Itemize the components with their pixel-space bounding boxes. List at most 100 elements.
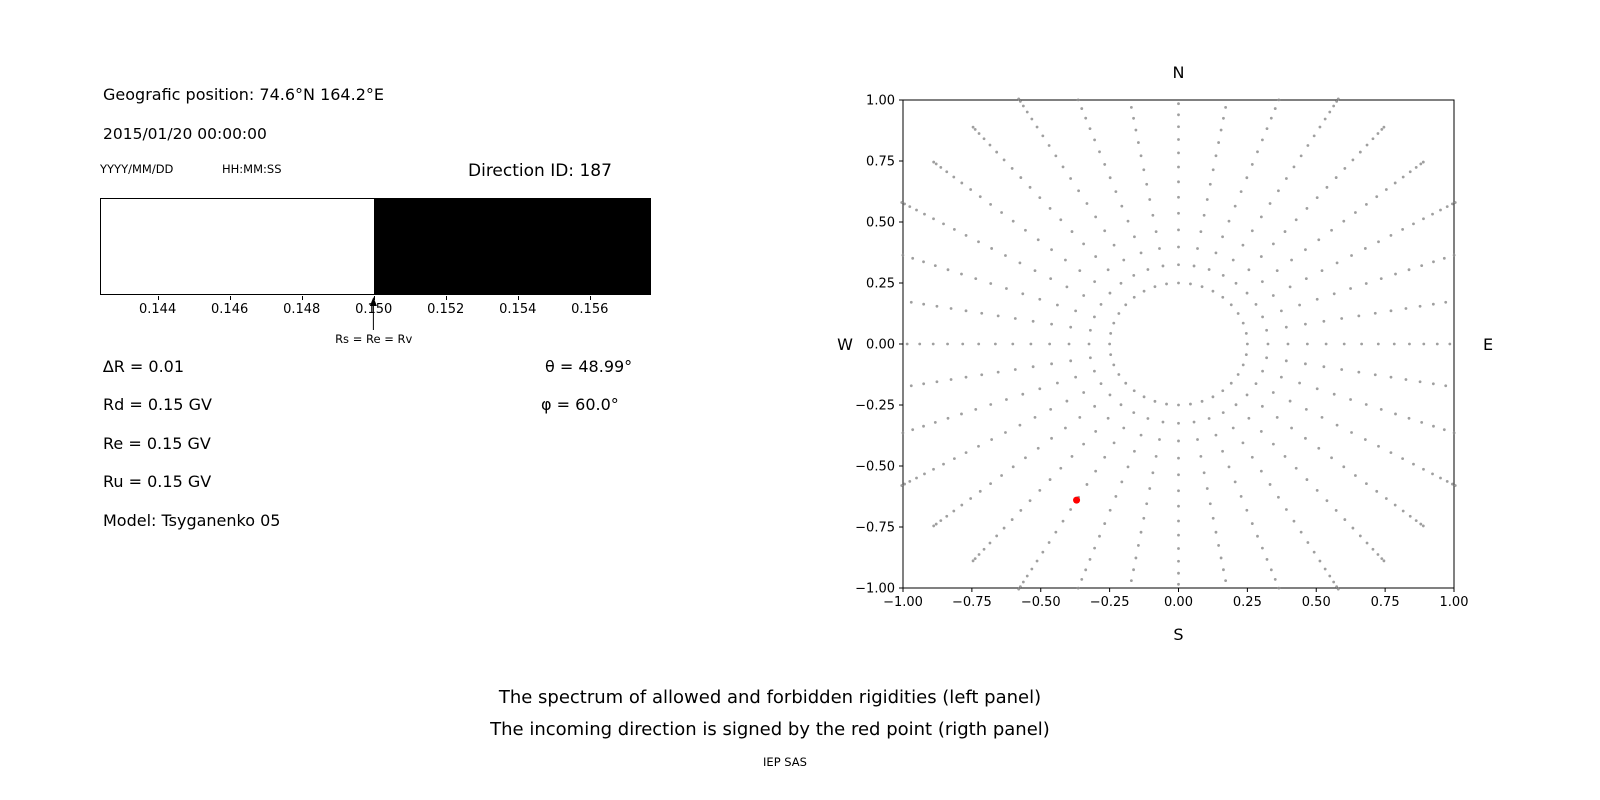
direction-dot <box>1350 254 1353 257</box>
direction-dot <box>1019 509 1023 512</box>
direction-dot <box>1401 228 1405 231</box>
direction-dot <box>1414 165 1418 169</box>
direction-dot <box>960 503 964 507</box>
direction-dot <box>915 476 918 480</box>
direction-dot <box>1132 411 1136 415</box>
direction-dot <box>1004 254 1007 257</box>
direction-dot <box>1093 315 1096 319</box>
direction-dot <box>1451 202 1454 206</box>
direction-dot <box>1290 258 1293 262</box>
direction-dot <box>1200 285 1204 289</box>
direction-dot <box>1070 455 1074 458</box>
direction-dot <box>1323 117 1327 121</box>
direction-dot <box>1266 342 1270 346</box>
direction-dot <box>996 314 1000 318</box>
direction-dot <box>933 264 937 268</box>
direction-dot <box>1335 261 1339 265</box>
theta-label: θ = 48.99° <box>545 357 633 376</box>
direction-dot <box>1288 285 1292 289</box>
y-tick-label: 1.00 <box>866 94 895 109</box>
direction-dot <box>1439 208 1442 212</box>
direction-dot <box>960 181 964 185</box>
direction-dot <box>1202 471 1206 475</box>
direction-dot <box>1117 312 1121 315</box>
direction-dot <box>1214 251 1218 255</box>
direction-dot <box>1420 420 1424 424</box>
direction-dot <box>1445 480 1449 483</box>
boundary-label: Rs = Re = Rv <box>335 332 413 346</box>
direction-dot <box>1335 423 1339 427</box>
direction-dot <box>1177 403 1180 407</box>
direction-dot <box>1211 516 1215 520</box>
direction-dot <box>1067 342 1071 346</box>
direction-dot <box>1177 180 1180 184</box>
direction-dot <box>1103 455 1107 459</box>
direction-dot <box>1412 462 1415 466</box>
direction-dot <box>1013 368 1017 371</box>
direction-dot <box>1099 382 1103 386</box>
direction-dot <box>1126 465 1130 469</box>
direction-dot <box>1177 582 1180 586</box>
direction-dot <box>1219 128 1223 132</box>
spectrum-tick-mark <box>229 296 231 300</box>
direction-dot <box>1299 530 1303 534</box>
direction-dot <box>1286 342 1290 346</box>
spectrum-tick-label: 0.154 <box>499 302 537 317</box>
direction-dot <box>1177 245 1180 249</box>
direction-dot <box>1222 116 1225 120</box>
direction-dot <box>1277 495 1280 499</box>
direction-dot <box>1065 285 1069 289</box>
direction-dot <box>1259 469 1263 473</box>
direction-dot <box>1354 211 1357 214</box>
direction-dot <box>1363 247 1367 250</box>
direction-dot <box>1030 117 1034 121</box>
x-tick-label: 0.25 <box>1233 595 1262 610</box>
direction-dot <box>969 188 973 191</box>
datetime-label: 2015/01/20 00:00:00 <box>103 125 267 143</box>
y-tick-label: 0.00 <box>866 338 895 353</box>
direction-dot <box>933 420 937 424</box>
direction-dot <box>1112 441 1116 445</box>
direction-dot <box>1365 143 1369 147</box>
direction-dot <box>1056 381 1059 385</box>
direction-dot <box>922 424 925 428</box>
direction-dot <box>1047 541 1051 544</box>
direction-dot <box>1320 269 1324 273</box>
compass-labels: N S W E <box>837 63 1493 644</box>
direction-dot <box>1401 457 1405 460</box>
direction-dot <box>1292 165 1296 169</box>
direction-dot <box>1323 567 1327 571</box>
direction-dot <box>1002 158 1006 162</box>
direction-dot <box>989 403 993 406</box>
direction-dot <box>1211 289 1215 293</box>
direction-dot <box>1114 494 1118 498</box>
direction-dot <box>1054 154 1058 158</box>
direction-dot <box>1048 207 1052 210</box>
direction-dot <box>942 222 945 226</box>
direction-dot <box>932 217 935 221</box>
direction-dot <box>1256 534 1259 538</box>
direction-dot <box>1407 268 1411 272</box>
direction-dot <box>901 431 905 435</box>
direction-dot <box>977 342 981 346</box>
param-delta-r: ∆R = 0.01 <box>103 357 185 376</box>
y-tick-label: −0.50 <box>855 460 895 475</box>
direction-dot <box>1233 480 1237 484</box>
direction-dot <box>1142 516 1146 520</box>
direction-dot <box>952 457 956 460</box>
direction-dot <box>978 489 982 493</box>
direction-dot <box>1284 177 1288 180</box>
direction-dot <box>1177 211 1180 215</box>
direction-dot <box>1265 328 1269 332</box>
y-tick-label: −0.25 <box>855 399 895 414</box>
direction-dot <box>1299 154 1303 158</box>
direction-dot <box>1453 201 1457 204</box>
direction-dot <box>1351 158 1355 162</box>
spectrum-boundary-annotation: Rs = Re = Rv <box>335 297 412 346</box>
direction-dot <box>1061 165 1065 169</box>
direction-dot <box>1093 404 1097 408</box>
direction-dot <box>1035 559 1039 563</box>
direction-dot <box>1343 167 1347 170</box>
direction-dots <box>900 97 1457 591</box>
direction-dot <box>1306 144 1310 147</box>
